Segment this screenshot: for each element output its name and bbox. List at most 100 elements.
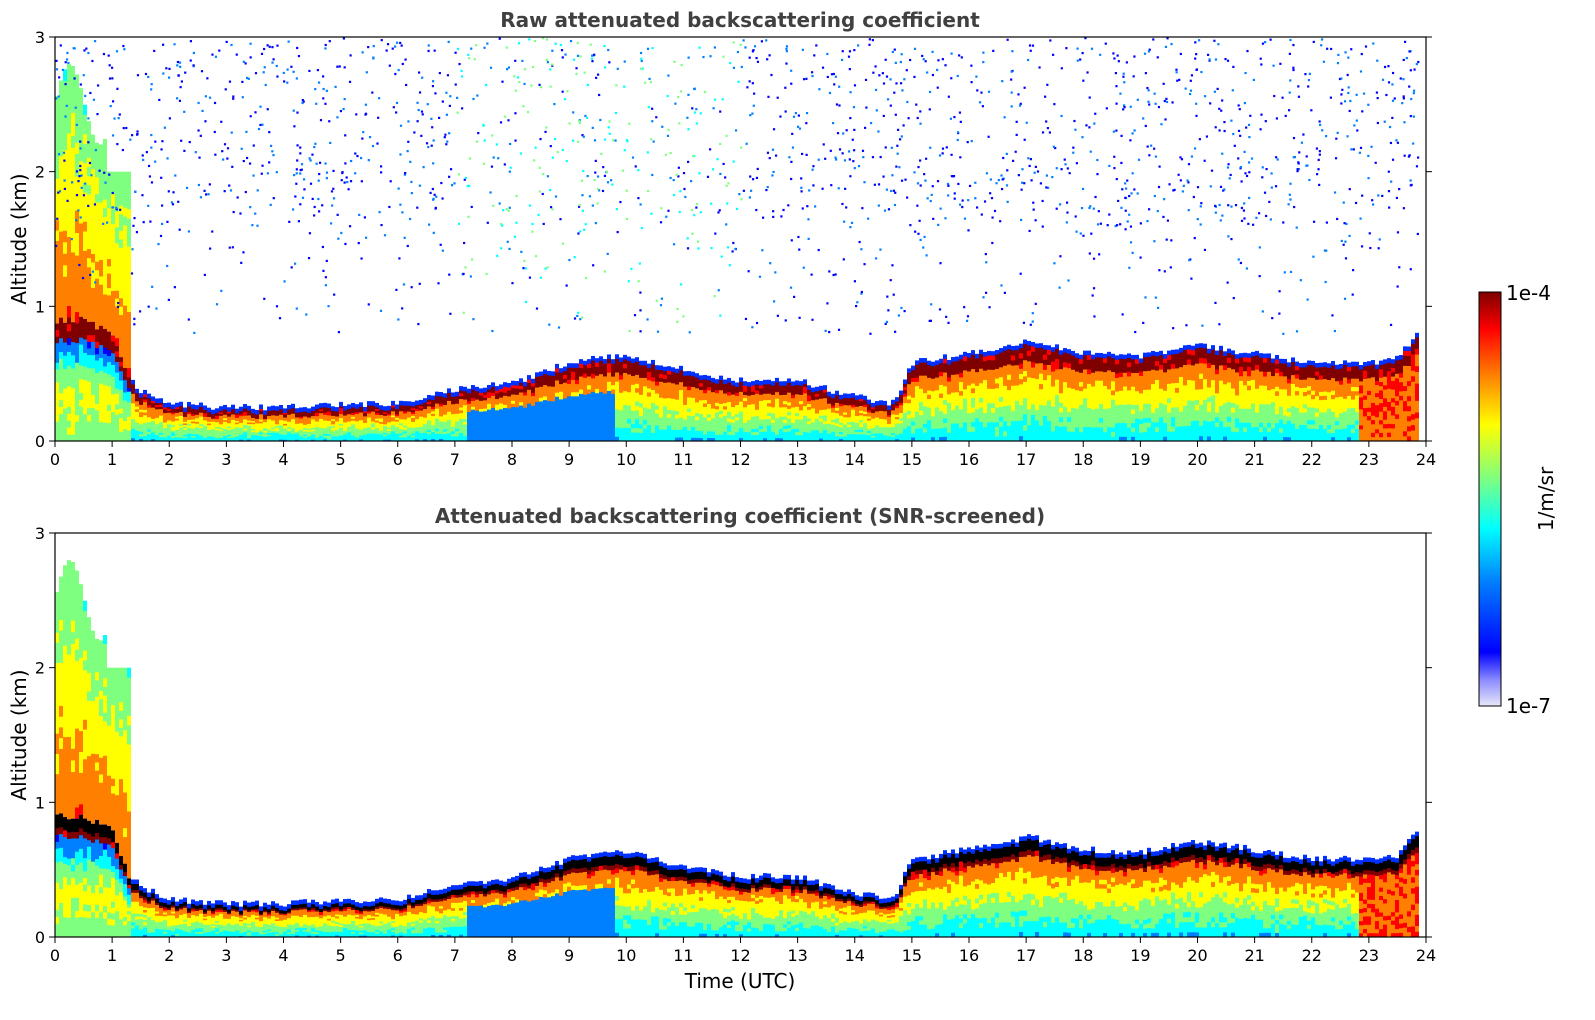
data-cell (135, 398, 139, 402)
data-cell (959, 358, 963, 364)
data-cell (959, 427, 963, 433)
data-cell (539, 386, 543, 391)
data-cell (787, 395, 791, 400)
data-cell (71, 275, 75, 288)
data-cell (847, 393, 851, 399)
data-cell (511, 403, 515, 408)
data-cell (919, 366, 923, 372)
data-cell (499, 405, 503, 410)
data-cell (779, 437, 783, 442)
data-cell (167, 416, 171, 419)
data-cell (195, 423, 199, 426)
data-cell (967, 413, 971, 419)
data-cell (579, 432, 583, 438)
data-cell (939, 358, 943, 364)
data-column (587, 359, 591, 442)
data-cell (959, 395, 963, 401)
data-cell (687, 378, 691, 383)
data-cell (155, 436, 159, 440)
data-cell (107, 316, 111, 325)
data-cell (771, 419, 775, 423)
data-cell (659, 409, 663, 414)
data-cell (71, 381, 75, 389)
data-cell (191, 422, 195, 426)
data-cell (371, 423, 375, 426)
data-cell (187, 421, 191, 424)
data-column (671, 367, 675, 442)
data-cell (627, 396, 631, 402)
data-cell (363, 415, 367, 419)
data-cell (199, 419, 203, 423)
data-cell (59, 177, 63, 189)
data-cell (271, 434, 275, 437)
data-cell (251, 414, 255, 417)
data-cell (123, 379, 127, 385)
data-cell (751, 413, 755, 417)
data-cell (563, 413, 567, 418)
data-column (815, 386, 819, 442)
data-cell (719, 406, 723, 411)
data-cell (603, 376, 607, 381)
data-cell (607, 376, 611, 382)
data-cell (67, 372, 71, 380)
data-cell (423, 428, 427, 431)
data-cell (215, 408, 219, 413)
data-cell (907, 421, 911, 427)
data-cell (387, 425, 391, 428)
data-cell (411, 407, 415, 411)
data-cell (315, 417, 319, 420)
data-cell (443, 414, 447, 418)
data-cell (115, 306, 119, 315)
data-cell (331, 422, 335, 425)
data-cell (939, 432, 943, 438)
data-cell (671, 429, 675, 434)
data-cell (491, 407, 495, 412)
data-cell (555, 416, 559, 422)
data-cell (183, 414, 187, 417)
data-cell (347, 404, 351, 409)
data-cell (163, 407, 167, 410)
data-cell (187, 419, 191, 422)
data-cell (643, 436, 647, 442)
data-cell (759, 397, 763, 401)
data-cell (923, 436, 927, 442)
data-cell (819, 398, 823, 402)
data-cell (955, 365, 959, 370)
data-cell (63, 172, 67, 185)
data-cell (443, 404, 447, 408)
data-cell (71, 170, 75, 183)
data-cell (431, 438, 435, 442)
data-cell (655, 393, 659, 398)
data-cell (467, 411, 471, 415)
data-cell (359, 421, 363, 425)
data-cell (927, 407, 931, 412)
data-cell (539, 390, 543, 395)
data-cell (499, 391, 503, 395)
data-cell (631, 393, 635, 398)
data-cell (167, 402, 171, 408)
data-cell (555, 371, 559, 377)
data-cell (415, 430, 419, 434)
data-cell (775, 414, 779, 419)
data-cell (355, 435, 359, 438)
data-cell (495, 421, 499, 425)
data-cell (423, 410, 427, 414)
data-cell (395, 412, 399, 415)
data-cell (579, 428, 583, 433)
data-cell (967, 431, 971, 437)
data-cell (507, 405, 511, 409)
data-cell (547, 396, 551, 402)
data-cell (467, 432, 471, 437)
data-cell (547, 407, 551, 413)
data-cell (875, 419, 879, 422)
data-column (619, 357, 623, 442)
data-cell (631, 397, 635, 403)
data-cell (763, 387, 767, 391)
data-cell (259, 439, 263, 442)
data-cell (887, 411, 891, 414)
data-cell (179, 423, 183, 426)
data-cell (131, 412, 135, 417)
data-cell (75, 300, 79, 313)
data-cell (395, 422, 399, 426)
data-cell (831, 405, 835, 408)
